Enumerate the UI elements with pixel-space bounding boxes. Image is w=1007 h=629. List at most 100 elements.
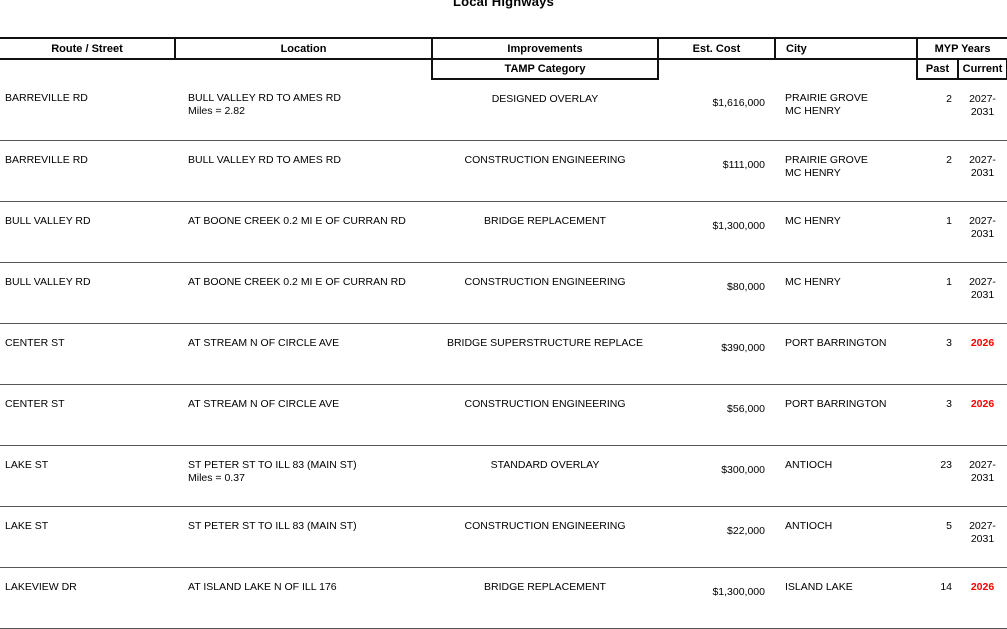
cell-improvements: CONSTRUCTION ENGINEERING bbox=[432, 506, 658, 568]
cell-route-value: CENTER ST bbox=[5, 337, 65, 349]
cell-est-cost: $56,000 bbox=[658, 384, 775, 446]
cell-location-value: AT BOONE CREEK 0.2 MI E OF CURRAN RD bbox=[188, 276, 406, 288]
cell-est-cost-value: $80,000 bbox=[727, 281, 765, 293]
table-row: LAKE ST ST PETER ST TO ILL 83 (MAIN ST) Mi… bbox=[0, 445, 1007, 507]
cell-route-value: BARREVILLE RD bbox=[5, 154, 88, 166]
cell-city: MC HENRY bbox=[775, 201, 917, 263]
cell-city-subvalue: MC HENRY bbox=[785, 166, 841, 179]
cell-est-cost: $111,000 bbox=[658, 140, 775, 202]
column-header-myp-years: MYP Years bbox=[915, 37, 1007, 60]
cell-current-value: 2027-2031 bbox=[969, 215, 996, 240]
cell-past: 14 bbox=[917, 567, 958, 629]
cell-location-value: AT ISLAND LAKE N OF ILL 176 bbox=[188, 581, 337, 593]
cell-city: MC HENRY bbox=[775, 262, 917, 324]
cell-route-value: LAKE ST bbox=[5, 459, 49, 471]
cell-city-value: ANTIOCH bbox=[785, 459, 833, 471]
cell-route: BARREVILLE RD bbox=[0, 140, 175, 202]
column-header-improvements: Improvements bbox=[432, 37, 659, 60]
cell-location: ST PETER ST TO ILL 83 (MAIN ST) bbox=[175, 506, 432, 568]
cell-est-cost: $1,300,000 bbox=[658, 567, 775, 629]
table-header-row-primary: Route / Street Location Improvements Est… bbox=[0, 37, 1007, 60]
report-table-container: Route / Street Location Improvements Est… bbox=[0, 37, 1007, 629]
column-header-tamp-category: TAMP Category bbox=[431, 59, 659, 80]
cell-location: BULL VALLEY RD TO AMES RD Miles = 2.82 bbox=[175, 79, 432, 141]
cell-route: CENTER ST bbox=[0, 384, 175, 446]
table-row: BARREVILLE RD BULL VALLEY RD TO AMES RD CO… bbox=[0, 140, 1007, 202]
cell-location: AT STREAM N OF CIRCLE AVE bbox=[175, 323, 432, 385]
cell-est-cost-value: $1,300,000 bbox=[712, 220, 765, 232]
cell-improvements-value: BRIDGE REPLACEMENT bbox=[484, 215, 606, 227]
cell-route-value: LAKE ST bbox=[5, 520, 49, 532]
cell-past-value: 2 bbox=[946, 93, 952, 105]
cell-improvements-value: CONSTRUCTION ENGINEERING bbox=[464, 520, 626, 532]
cell-city-value: MC HENRY bbox=[785, 215, 841, 227]
cell-current-value: 2027-2031 bbox=[969, 459, 996, 484]
cell-est-cost-value: $1,300,000 bbox=[712, 586, 765, 598]
cell-improvements-value: BRIDGE REPLACEMENT bbox=[484, 581, 606, 593]
cell-past: 2 bbox=[917, 140, 958, 202]
cell-est-cost: $300,000 bbox=[658, 445, 775, 507]
cell-improvements: CONSTRUCTION ENGINEERING bbox=[432, 384, 658, 446]
cell-route-value: LAKEVIEW DR bbox=[5, 581, 77, 593]
cell-improvements: CONSTRUCTION ENGINEERING bbox=[432, 140, 658, 202]
cell-city: ANTIOCH bbox=[775, 506, 917, 568]
local-highways-table: Route / Street Location Improvements Est… bbox=[0, 37, 1007, 629]
column-header-route-sub bbox=[0, 59, 175, 79]
cell-current-value: 2027-2031 bbox=[969, 93, 996, 118]
cell-est-cost: $1,616,000 bbox=[658, 79, 775, 141]
cell-past-value: 3 bbox=[946, 398, 952, 410]
cell-location-subvalue: Miles = 2.82 bbox=[188, 104, 245, 117]
cell-location-value: AT STREAM N OF CIRCLE AVE bbox=[188, 398, 340, 410]
cell-improvements: BRIDGE SUPERSTRUCTURE REPLACE bbox=[432, 323, 658, 385]
cell-est-cost: $390,000 bbox=[658, 323, 775, 385]
cell-past-value: 2 bbox=[946, 154, 952, 166]
cell-location: AT ISLAND LAKE N OF ILL 176 bbox=[175, 567, 432, 629]
cell-improvements-value: CONSTRUCTION ENGINEERING bbox=[464, 154, 626, 166]
cell-city-subvalue: MC HENRY bbox=[785, 104, 841, 117]
cell-past-value: 23 bbox=[940, 459, 952, 471]
cell-city: PORT BARRINGTON bbox=[775, 323, 917, 385]
cell-city: PRAIRIE GROVE MC HENRY bbox=[775, 140, 917, 202]
cell-city: PRAIRIE GROVE MC HENRY bbox=[775, 79, 917, 141]
cell-city-value: ANTIOCH bbox=[785, 520, 833, 532]
cell-route-value: BARREVILLE RD bbox=[5, 92, 88, 104]
table-body: BARREVILLE RD BULL VALLEY RD TO AMES RD Mi… bbox=[0, 79, 1007, 629]
cell-route: LAKE ST bbox=[0, 506, 175, 568]
cell-current: 2026 bbox=[958, 567, 1007, 629]
column-header-route: Route / Street bbox=[0, 37, 176, 60]
cell-current-value: 2026 bbox=[970, 581, 995, 593]
column-header-past: Past bbox=[916, 59, 959, 80]
cell-past: 1 bbox=[917, 262, 958, 324]
cell-location-value: BULL VALLEY RD TO AMES RD bbox=[188, 154, 341, 166]
cell-past-value: 1 bbox=[946, 276, 952, 288]
cell-city: PORT BARRINGTON bbox=[775, 384, 917, 446]
cell-city: ANTIOCH bbox=[775, 445, 917, 507]
cell-past: 3 bbox=[917, 323, 958, 385]
cell-past: 5 bbox=[917, 506, 958, 568]
cell-est-cost: $1,300,000 bbox=[658, 201, 775, 263]
cell-city-value: PRAIRIE GROVE bbox=[785, 92, 868, 104]
cell-est-cost-value: $22,000 bbox=[727, 525, 765, 537]
cell-route: LAKEVIEW DR bbox=[0, 567, 175, 629]
cell-route: BULL VALLEY RD bbox=[0, 201, 175, 263]
cell-location: ST PETER ST TO ILL 83 (MAIN ST) Miles = 0… bbox=[175, 445, 432, 507]
cell-improvements-value: DESIGNED OVERLAY bbox=[491, 93, 599, 105]
column-header-city-sub bbox=[775, 59, 917, 79]
cell-past: 23 bbox=[917, 445, 958, 507]
cell-past-value: 3 bbox=[946, 337, 952, 349]
cell-city-value: PORT BARRINGTON bbox=[785, 337, 887, 349]
page-title: Local Highways bbox=[452, 0, 555, 9]
cell-city: ISLAND LAKE bbox=[775, 567, 917, 629]
cell-est-cost: $80,000 bbox=[658, 262, 775, 324]
cell-current: 2027-2031 bbox=[958, 506, 1007, 568]
cell-current: 2026 bbox=[958, 384, 1007, 446]
cell-past: 3 bbox=[917, 384, 958, 446]
table-row: CENTER ST AT STREAM N OF CIRCLE AVE CONSTR… bbox=[0, 384, 1007, 446]
cell-current: 2027-2031 bbox=[958, 140, 1007, 202]
table-row: BULL VALLEY RD AT BOONE CREEK 0.2 MI E OF… bbox=[0, 262, 1007, 324]
cell-current-value: 2027-2031 bbox=[969, 154, 996, 179]
cell-past: 1 bbox=[917, 201, 958, 263]
cell-current-value: 2026 bbox=[970, 337, 995, 349]
cell-current-value: 2026 bbox=[970, 398, 995, 410]
cell-location: AT BOONE CREEK 0.2 MI E OF CURRAN RD bbox=[175, 201, 432, 263]
